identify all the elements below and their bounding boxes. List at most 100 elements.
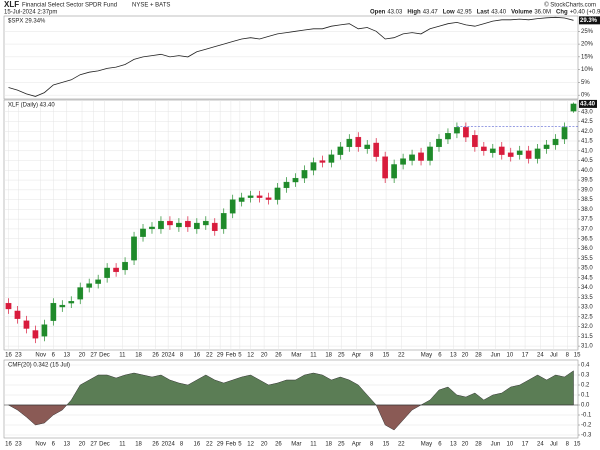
y-tick-label: 32.5 bbox=[581, 314, 593, 320]
x-tick-label: 13 bbox=[63, 442, 70, 448]
y-tick-label: 40.5 bbox=[581, 158, 593, 164]
x-tick-label: 25 bbox=[338, 442, 345, 448]
y-tick-label: -0.1 bbox=[581, 413, 592, 419]
y-tick-label: 20% bbox=[581, 42, 594, 48]
candle-body bbox=[122, 261, 128, 271]
panel bbox=[3, 99, 579, 351]
y-tick-label: 0.4 bbox=[581, 363, 590, 369]
x-tick-label: 26 bbox=[275, 353, 282, 359]
x-tick-label: 20 bbox=[79, 442, 86, 448]
candle-body bbox=[328, 154, 335, 163]
y-tick-label: 0.1 bbox=[581, 393, 590, 399]
candle-body bbox=[68, 301, 75, 304]
x-tick-label: 12 bbox=[247, 353, 254, 359]
candle-body bbox=[185, 220, 191, 228]
x-tick-label: 22 bbox=[398, 353, 405, 359]
spx-line bbox=[8, 16, 574, 97]
x-tick-label: 15 bbox=[383, 353, 390, 359]
x-tick-label: 17 bbox=[522, 442, 529, 448]
candle-body bbox=[445, 133, 451, 140]
y-tick-label: 32.0 bbox=[581, 324, 593, 330]
y-tick-label: 0.3 bbox=[581, 373, 590, 379]
y-tick-label: 36.0 bbox=[581, 246, 593, 252]
y-tick-label: 38.0 bbox=[581, 207, 593, 213]
quote-value: 36.0M bbox=[534, 10, 551, 16]
quote-value: 43.03 bbox=[387, 10, 403, 16]
x-tick-label: 16 bbox=[5, 353, 12, 359]
quote-label: Last bbox=[477, 10, 489, 16]
x-tick-label: Jul bbox=[550, 442, 558, 448]
x-tick-label: 6 bbox=[52, 353, 56, 359]
candle-body bbox=[202, 220, 209, 226]
x-tick-label: 6 bbox=[438, 442, 442, 448]
x-tick-label: May bbox=[421, 442, 432, 448]
candle-body bbox=[41, 324, 48, 337]
candle-body bbox=[167, 220, 173, 226]
x-tick-label: Jul bbox=[550, 353, 558, 359]
y-tick-label: 15% bbox=[581, 54, 594, 60]
candle-body bbox=[364, 144, 371, 149]
candle-body bbox=[247, 195, 254, 198]
x-tick-label: 8 bbox=[180, 353, 184, 359]
x-tick-label: Mar bbox=[291, 442, 301, 448]
x-tick-label: 22 bbox=[398, 442, 405, 448]
candle-body bbox=[274, 187, 281, 200]
y-tick-label: 0% bbox=[581, 93, 590, 99]
exchange: NYSE + BATS bbox=[132, 3, 170, 9]
candle-body bbox=[472, 135, 478, 148]
x-tick-label: 13 bbox=[63, 353, 70, 359]
y-tick-label: 43.0 bbox=[581, 109, 593, 115]
x-tick-label: 28 bbox=[475, 442, 482, 448]
x-tick-label: Jun bbox=[491, 353, 501, 359]
candle-body bbox=[489, 148, 496, 153]
panel-title: XLF (Daily) 43.40 bbox=[8, 103, 55, 109]
y-tick-label: 40.0 bbox=[581, 168, 593, 174]
x-tick-label: 6 bbox=[52, 442, 56, 448]
candle-body bbox=[454, 127, 460, 134]
candle-body bbox=[346, 138, 353, 148]
candle-body bbox=[543, 144, 550, 149]
candle-body bbox=[113, 267, 119, 273]
panel-title: CMF(20) 0.342 (15 Jul) bbox=[8, 363, 70, 369]
y-tick-label: 35.5 bbox=[581, 256, 593, 262]
x-tick-label: 26 bbox=[152, 442, 159, 448]
x-tick-label: 17 bbox=[522, 353, 529, 359]
candle-body bbox=[418, 152, 424, 161]
candle-body bbox=[256, 195, 263, 198]
candle-body bbox=[391, 164, 397, 179]
candle-body bbox=[534, 148, 541, 159]
candle-body bbox=[498, 146, 505, 155]
candle-body bbox=[32, 330, 39, 339]
candle-body bbox=[220, 213, 227, 230]
y-tick-label: 25% bbox=[581, 29, 594, 35]
x-tick-label: 16 bbox=[193, 442, 200, 448]
x-tick-label: 20 bbox=[261, 442, 268, 448]
candle-body bbox=[23, 320, 30, 329]
candle-body bbox=[355, 136, 362, 148]
y-tick-label: 34.0 bbox=[581, 285, 593, 291]
timestamp: 15-Jul-2024 2:37pm bbox=[4, 10, 57, 16]
y-tick-label: 0.0 bbox=[581, 403, 590, 409]
x-tick-label: 5 bbox=[238, 353, 242, 359]
quote-label: Volume bbox=[511, 10, 533, 16]
quote-value: 43.40 bbox=[491, 10, 507, 16]
x-tick-label: 8 bbox=[370, 442, 374, 448]
x-tick-label: Mar bbox=[291, 353, 301, 359]
quote-label: Open bbox=[370, 10, 386, 16]
candle-body bbox=[265, 197, 272, 200]
x-tick-label: 8 bbox=[370, 353, 374, 359]
y-tick-label: -0.3 bbox=[581, 433, 592, 439]
source: © StockCharts.com bbox=[544, 2, 596, 9]
candle-body bbox=[5, 302, 12, 310]
x-tick-label: 8 bbox=[180, 442, 184, 448]
candle-body bbox=[283, 181, 290, 189]
x-tick-label: 13 bbox=[450, 442, 457, 448]
quote-label: High bbox=[407, 10, 421, 16]
x-tick-label: 18 bbox=[325, 353, 332, 359]
x-tick-label: 2024 bbox=[161, 442, 175, 448]
candle-body bbox=[301, 170, 308, 179]
quote-label: Chg bbox=[556, 10, 568, 16]
x-tick-label: Nov bbox=[35, 353, 46, 359]
candle-body bbox=[480, 146, 487, 151]
